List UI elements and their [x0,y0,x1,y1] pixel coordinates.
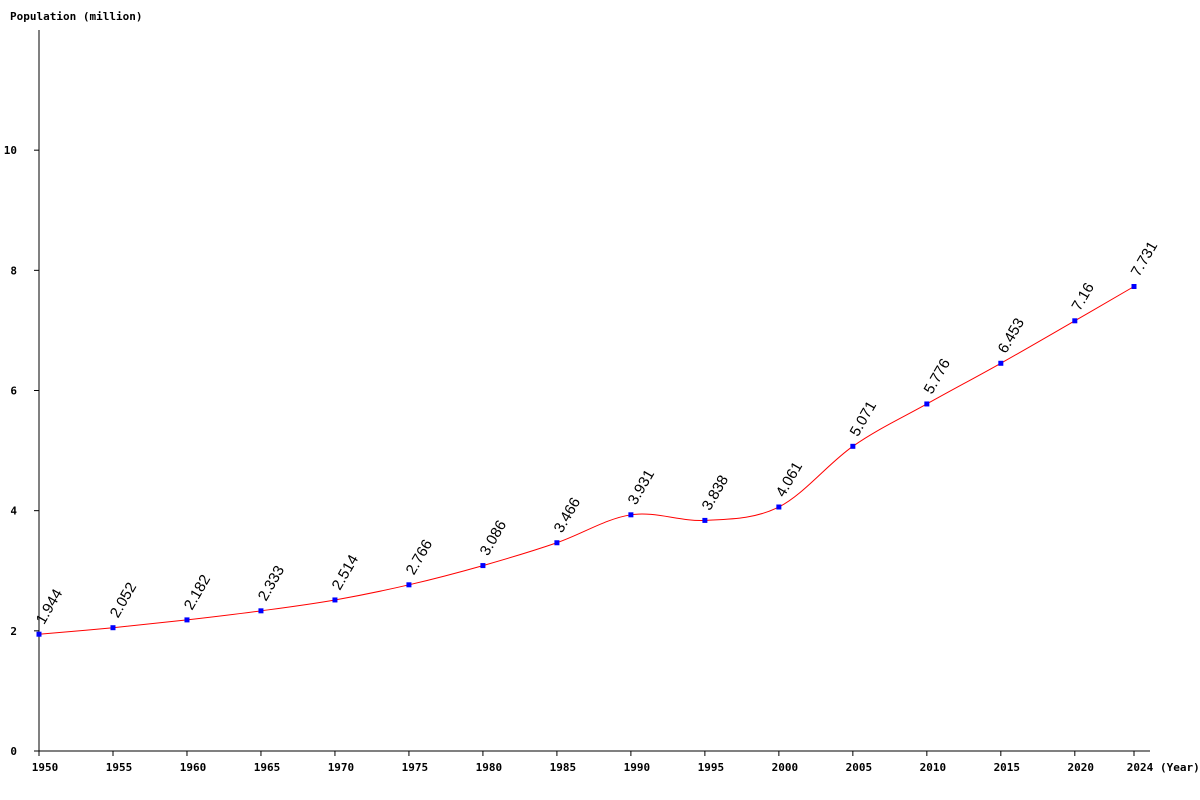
x-tick-label: 2024 [1127,761,1154,774]
x-tick-label: 1980 [476,761,503,774]
data-point-marker [480,563,486,569]
y-ticks-group: 0 2 4 6 8 10 [4,144,39,758]
data-point-marker [1072,318,1078,324]
data-value-label: 2.052 [107,580,140,621]
x-tick-label: 2010 [920,761,947,774]
data-value-label: 2.514 [329,552,362,593]
data-point-marker [850,443,856,449]
x-tick-label: 1965 [254,761,281,774]
data-point-marker [628,512,634,518]
x-tick-label: 1975 [402,761,429,774]
y-tick-label: 2 [10,625,17,638]
data-value-label: 3.838 [699,472,732,513]
data-point-markers [36,283,1137,637]
y-tick-label: 6 [10,385,17,398]
x-axis-label: (Year) [1160,761,1200,774]
y-tick-label: 4 [10,505,17,518]
data-value-label: 1.944 [33,586,66,627]
data-value-label: 5.071 [847,398,880,439]
data-value-label: 7.16 [1069,280,1098,314]
y-tick-label: 8 [10,264,17,277]
data-point-marker [332,597,338,603]
x-ticks-group: 1950 1955 1960 1965 1970 1975 1980 1985 1990 1995… [32,751,1154,774]
data-point-marker [702,517,708,523]
data-value-label: 3.931 [625,467,658,508]
data-point-marker [184,617,190,623]
x-tick-label: 1985 [550,761,577,774]
y-axis-label: Population (million) [10,10,142,23]
x-tick-label: 2005 [846,761,873,774]
data-value-label: 2.182 [181,572,214,613]
data-value-label: 3.086 [477,518,510,559]
data-value-label: 2.766 [403,537,436,578]
data-point-marker [406,582,412,588]
data-point-marker [924,401,930,407]
x-tick-label: 2015 [994,761,1021,774]
data-value-label: 2.333 [255,563,288,604]
data-point-marker [998,360,1004,366]
data-value-label: 4.061 [773,459,806,500]
x-tick-label: 1960 [180,761,207,774]
x-tick-label: 1995 [698,761,725,774]
y-tick-label: 10 [4,144,17,157]
population-series-line [38,286,1135,635]
data-value-label: 7.731 [1128,238,1161,279]
data-point-marker [1131,283,1137,289]
data-value-label: 5.776 [921,356,954,397]
x-tick-label: 2020 [1068,761,1095,774]
x-tick-label: 1970 [328,761,355,774]
x-tick-label: 1950 [32,761,59,774]
x-tick-label: 1955 [106,761,133,774]
data-point-marker [554,540,560,546]
data-value-labels: 1.944 2.052 2.182 2.333 2.514 2.766 3.086 3.466… [33,238,1161,627]
y-tick-label: 0 [10,745,17,758]
data-point-marker [110,625,116,631]
x-tick-label: 2000 [772,761,799,774]
x-tick-label: 1990 [624,761,651,774]
data-point-marker [36,631,42,637]
data-point-marker [258,608,264,614]
data-value-label: 3.466 [551,495,584,536]
data-point-marker [776,504,782,510]
